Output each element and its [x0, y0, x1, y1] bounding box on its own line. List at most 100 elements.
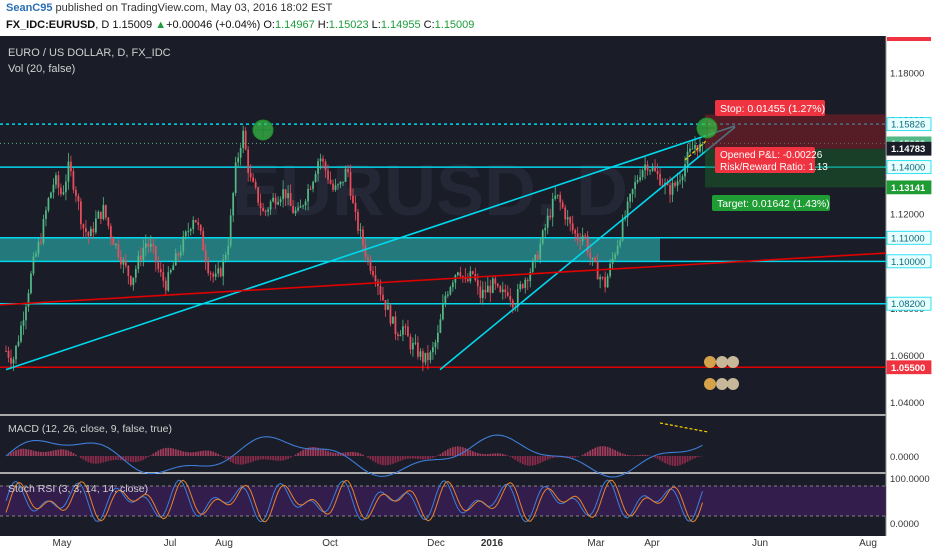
chart-header: SeanC95 published on TradingView.com, Ma…: [0, 0, 932, 36]
candle-body: [80, 201, 82, 225]
candle-body: [546, 215, 549, 228]
author-link[interactable]: SeanC95: [6, 2, 53, 14]
candle-body: [304, 201, 307, 206]
candle-body: [639, 177, 641, 180]
candle-body: [481, 289, 484, 298]
supply-demand-zone[interactable]: [0, 237, 660, 262]
candle-body: [70, 161, 72, 172]
candle-body: [589, 252, 592, 259]
candle-body: [576, 233, 579, 241]
candle-body: [174, 253, 177, 266]
candle-body: [85, 228, 87, 233]
candle-body: [219, 268, 222, 277]
candle-body: [204, 250, 207, 263]
macd-pane[interactable]: [0, 416, 886, 472]
time-axis[interactable]: [0, 536, 932, 550]
stop-zone[interactable]: [705, 114, 885, 149]
symbol-label[interactable]: FX_IDC:EURUSD: [6, 19, 96, 31]
watermark: EURUSD, D: [232, 151, 628, 231]
candle-body: [699, 144, 701, 152]
price-axis-tick: 1.12000: [890, 210, 924, 221]
candle-body: [424, 352, 427, 363]
time-axis-tick: Jul: [164, 538, 177, 549]
candle-body: [451, 282, 454, 288]
candle-body: [499, 286, 502, 293]
timeframe-label: D: [101, 19, 110, 31]
candle-body: [92, 228, 95, 233]
candle-body: [539, 243, 542, 260]
candle-body: [119, 257, 122, 265]
candle-body: [437, 332, 439, 343]
candle-body: [516, 289, 519, 307]
candle-body: [404, 326, 407, 328]
stoch-band: [0, 486, 886, 516]
candle-body: [529, 271, 532, 282]
macd-divergence-line: [659, 422, 709, 433]
time-axis-tick: 2016: [481, 538, 504, 549]
candle-body: [87, 232, 90, 237]
candle-body: [269, 201, 272, 210]
price-tag: 1.15826: [891, 120, 925, 131]
candle-body: [137, 255, 140, 269]
candle-body: [344, 168, 347, 182]
time-axis-labels: May Jul Aug Oct Dec 2016 Mar Apr Jun Aug: [53, 538, 877, 549]
candle-body: [94, 218, 97, 233]
candle-body: [7, 350, 10, 358]
candle-body: [112, 237, 115, 245]
candle-body: [142, 247, 145, 260]
candle-body: [486, 285, 489, 293]
candle-body: [25, 306, 27, 321]
open-value: 1.14967: [274, 19, 315, 31]
price-pane[interactable]: [0, 36, 886, 414]
price-tag: 1.10000: [891, 257, 925, 268]
candle-body: [42, 219, 45, 244]
candle-body: [379, 286, 382, 295]
price-axis-tick: 1.04000: [890, 398, 924, 409]
candle-body: [419, 351, 422, 357]
candle-body: [40, 241, 42, 244]
candle-body: [611, 258, 614, 264]
candle-body: [97, 211, 100, 219]
candle-body: [217, 268, 220, 274]
candle-body: [45, 210, 47, 220]
stoch-axis-bottom: 0.0000: [890, 519, 919, 530]
candle-body: [212, 273, 215, 277]
pnl-label: Opened P&L: -0.00226: [720, 150, 823, 161]
candle-body: [494, 278, 497, 284]
candle-body: [129, 275, 132, 285]
event-flag-icon[interactable]: [704, 356, 739, 390]
candle-body: [466, 279, 469, 282]
price-axis-tick: 1.18000: [890, 68, 924, 79]
candle-body: [364, 244, 367, 257]
candle-body: [202, 231, 205, 251]
low-label: L:: [371, 19, 381, 31]
candle-body: [369, 259, 372, 271]
candle-body: [349, 172, 352, 196]
candle-body: [536, 254, 539, 260]
candle-body: [417, 342, 419, 357]
candle-body: [182, 236, 185, 252]
chart-canvas[interactable]: EURUSD, D Stop: 0.01455 (1.27%) Opened P…: [0, 36, 932, 550]
candle-body: [167, 272, 170, 291]
candle-body: [292, 205, 294, 214]
candle-body: [534, 254, 537, 261]
candle-body: [614, 254, 617, 259]
price-tags: 1.158261.150091.147831.140001.131411.110…: [886, 37, 932, 375]
price-tag-box: [886, 180, 932, 195]
candle-body: [122, 260, 125, 265]
candle-body: [199, 224, 202, 232]
candle-body: [641, 170, 644, 178]
candle-body: [82, 224, 85, 229]
time-axis-tick: May: [53, 538, 72, 549]
candle-body: [574, 230, 577, 234]
candle-body: [631, 189, 634, 195]
candle-body: [616, 245, 619, 255]
low-value: 1.14955: [380, 19, 421, 31]
candle-body: [594, 257, 597, 262]
candle-body: [684, 164, 686, 177]
candle-body: [17, 341, 20, 346]
price-tag-box: [886, 160, 932, 175]
ohlc-line: FX_IDC:EURUSD, D 1.15009 ▲+0.00046 (+0.0…: [6, 19, 475, 31]
candle-body: [456, 272, 459, 276]
candle-body: [252, 177, 255, 182]
